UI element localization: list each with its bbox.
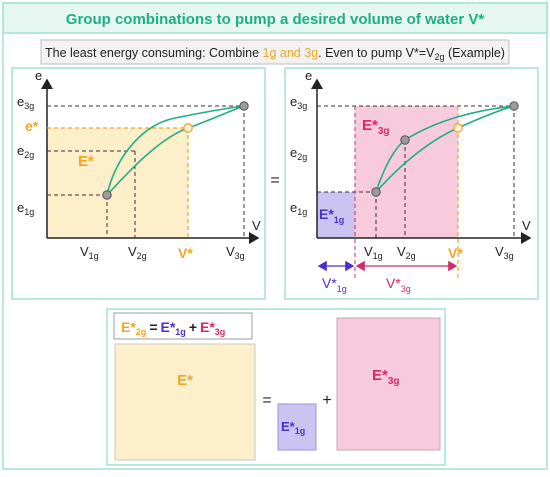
charts-equals-sign: =	[270, 172, 279, 189]
right-estar1g-region	[317, 192, 355, 238]
right-xlabel-v1g: V1g	[364, 244, 383, 261]
diagram-title: Group combinations to pump a desired vol…	[66, 11, 485, 28]
left-ylabel-e1g: e1g	[17, 200, 34, 217]
right-point-2g	[400, 135, 410, 145]
bottom-estar3g-box	[336, 317, 441, 451]
right-chart: e V e3g e2g e1g V1g V2g V* V3g E*3g E*1g	[284, 67, 539, 300]
right-point-star	[453, 123, 463, 133]
left-point-star	[183, 123, 193, 133]
title-bar	[2, 2, 548, 34]
right-span-1g-label: V*1g	[322, 275, 347, 294]
left-point-3g	[239, 101, 249, 111]
left-upper-curve	[106, 105, 245, 196]
right-upper-curve	[375, 105, 515, 193]
left-region-label: E*	[78, 153, 94, 170]
left-xlabel-v3g: V3g	[226, 244, 245, 261]
right-region-3g-label: E*3g	[362, 117, 390, 137]
right-v-axis-label: V	[522, 218, 531, 233]
subtitle-highlight: 1g and 3g	[263, 46, 319, 60]
bottom-equals-sign: =	[262, 392, 271, 409]
left-chart: e V e3g e* e2g e1g V1g V2g V* V3g E*	[11, 67, 266, 300]
right-region-1g-label: E*1g	[319, 206, 344, 225]
subtitle-suffix: (Example)	[445, 46, 505, 60]
left-e-axis-label: e	[35, 68, 42, 83]
right-ylabel-e3g: e3g	[290, 94, 307, 111]
bottom-plus-sign: +	[322, 392, 331, 409]
right-xlabel-v3g: V3g	[495, 244, 514, 261]
right-span-3g-label: V*3g	[386, 275, 411, 294]
right-estar3g-region	[355, 106, 458, 238]
right-ylabel-e2g: e2g	[290, 145, 307, 162]
bottom-estar1g-label: E*1g	[281, 419, 305, 436]
right-ylabel-e1g: e1g	[290, 200, 307, 217]
equation-box	[113, 312, 253, 340]
bottom-estar-label: E*	[177, 372, 193, 389]
bottom-estar3g-label: E*3g	[372, 367, 400, 387]
left-xlabel-v2g: V2g	[128, 244, 147, 261]
left-xlabel-v1g: V1g	[80, 244, 99, 261]
left-ylabel-estar: e*	[25, 118, 39, 134]
right-xlabel-vstar: V*	[448, 245, 463, 261]
bottom-section: E*2g = E*1g + E*3g E* = E*1g + E*3g	[106, 308, 446, 466]
right-e-axis-label: e	[305, 68, 312, 83]
left-v-axis-label: V	[252, 218, 261, 233]
right-point-3g	[509, 101, 519, 111]
bottom-estar1g-box	[277, 403, 317, 451]
bottom-estar-box	[114, 343, 256, 461]
left-xlabel-vstar: V*	[178, 245, 193, 261]
left-ylabel-e2g: e2g	[17, 143, 34, 160]
subtitle-text: The least energy consuming: Combine 1g a…	[45, 46, 505, 62]
left-point-1g	[102, 190, 112, 200]
subtitle-sub: 2g	[435, 52, 445, 62]
equation-text: E*2g = E*1g + E*3g	[121, 319, 225, 337]
subtitle-middle: . Even to pump V*=V	[318, 46, 435, 60]
right-point-1g	[371, 187, 381, 197]
right-xlabel-v2g: V2g	[397, 244, 416, 261]
subtitle-prefix: The least energy consuming: Combine	[45, 46, 262, 60]
left-ylabel-e3g: e3g	[17, 94, 34, 111]
subtitle-box	[40, 39, 510, 65]
